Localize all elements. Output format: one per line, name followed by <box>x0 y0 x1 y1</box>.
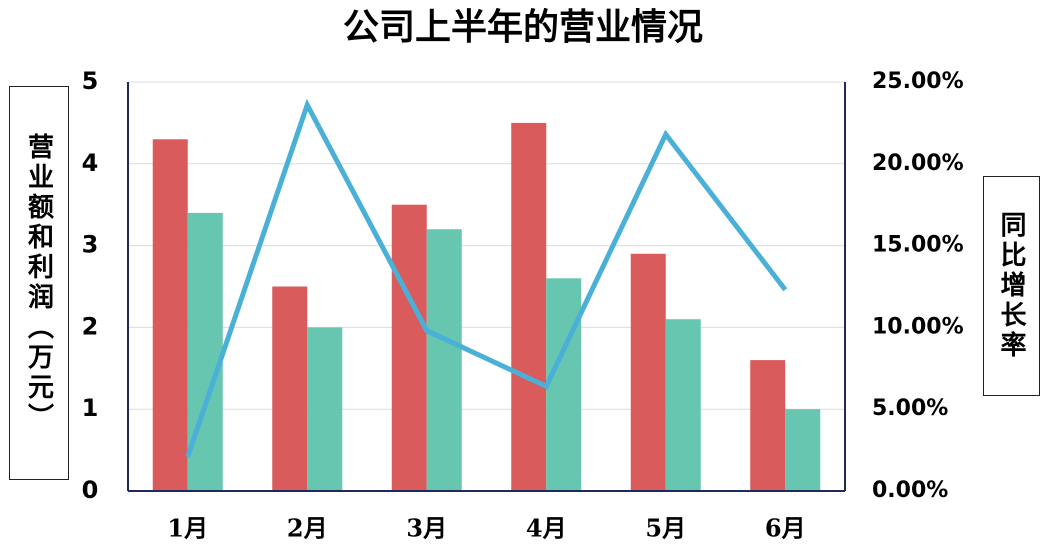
x-tick-label: 4月 <box>526 514 567 543</box>
y-tick-label: 0 <box>82 476 99 504</box>
line-series <box>185 98 788 458</box>
bar <box>307 327 343 491</box>
bar <box>391 204 427 491</box>
y2-axis-label: 同比增长率 <box>983 176 1040 396</box>
y-tick-label: 4 <box>82 149 99 177</box>
y2-tick-label: 10.00% <box>872 314 964 339</box>
bar <box>546 278 582 491</box>
y2-tick-label: 5.00% <box>872 396 948 421</box>
y2-tick-label: 20.00% <box>872 151 964 176</box>
x-tick-label: 3月 <box>406 514 447 543</box>
bar <box>187 212 223 491</box>
y-axis-label: 营业额和利润（万元） <box>9 86 69 480</box>
x-tick-label: 1月 <box>167 514 208 543</box>
y2-tick-label: 25.00% <box>872 69 964 94</box>
bar <box>511 122 547 492</box>
y-tick-label: 5 <box>82 67 99 95</box>
bar <box>630 253 666 491</box>
bar <box>272 286 308 491</box>
y-tick-label: 1 <box>82 394 99 422</box>
bar <box>785 409 821 491</box>
y2-tick-label: 15.00% <box>872 233 964 258</box>
chart-title: 公司上半年的营业情况 <box>343 6 703 48</box>
x-tick-label: 5月 <box>645 514 686 543</box>
bar <box>426 229 462 492</box>
x-tick-label: 2月 <box>287 514 328 543</box>
y2-tick-label: 0.00% <box>872 478 948 503</box>
bar <box>750 360 786 491</box>
bar <box>152 139 188 491</box>
bar <box>665 319 701 491</box>
y-tick-label: 3 <box>82 231 99 259</box>
y-tick-label: 2 <box>82 312 99 340</box>
x-tick-label: 6月 <box>765 514 806 543</box>
